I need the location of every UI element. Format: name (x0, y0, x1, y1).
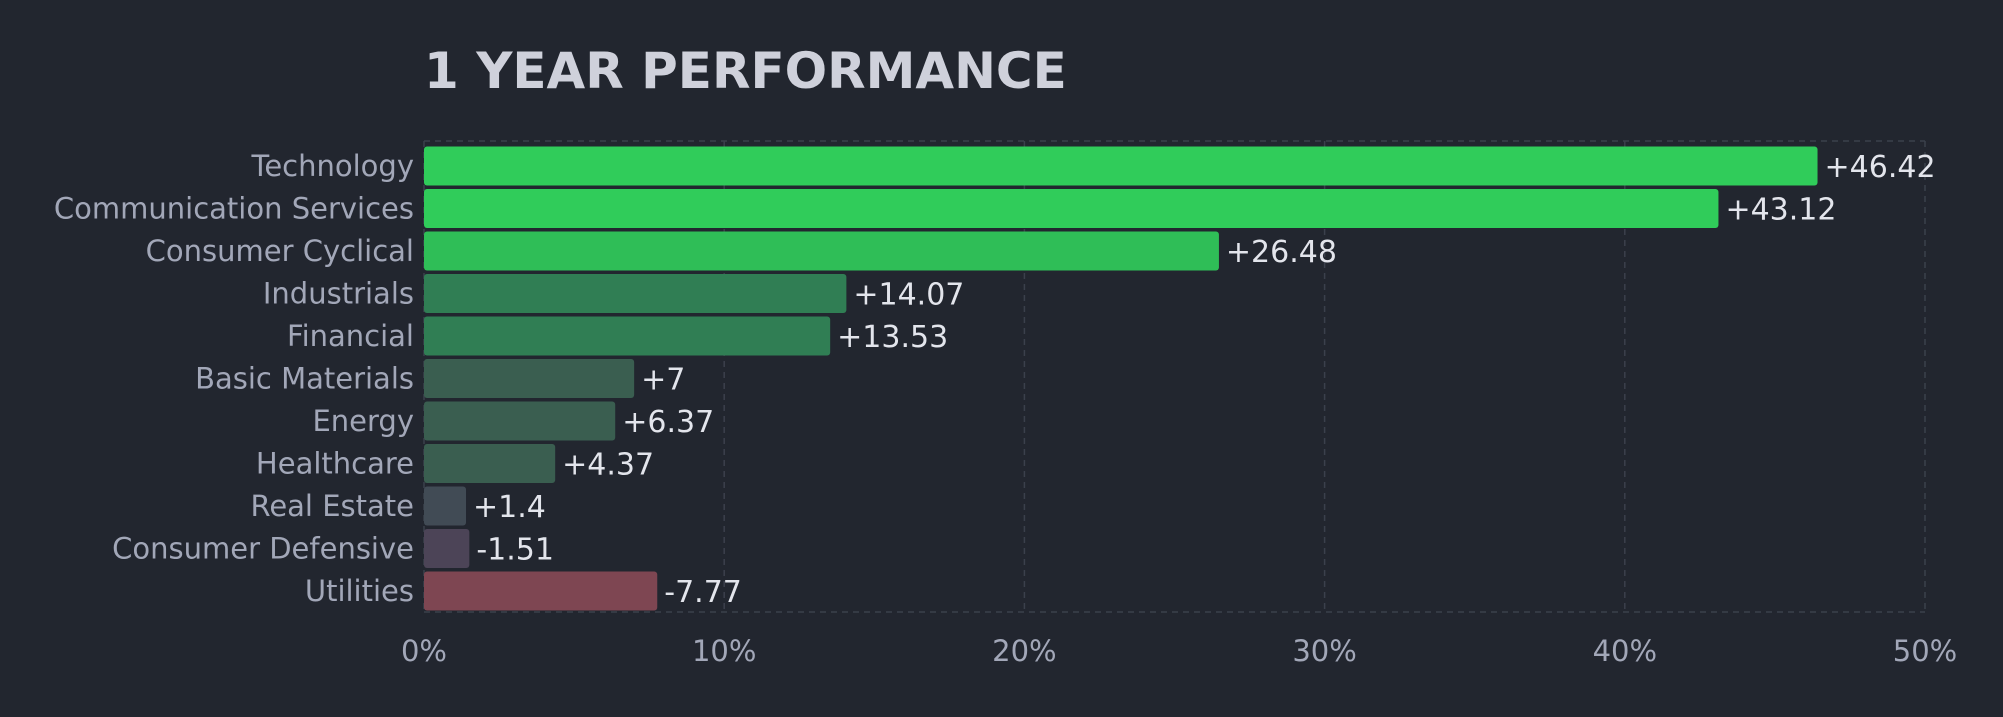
x-tick-label: 40% (1593, 634, 1657, 668)
category-label: Financial (287, 319, 414, 353)
category-label: Utilities (305, 574, 414, 608)
value-label: +26.48 (1226, 235, 1337, 270)
value-label: +43.12 (1725, 193, 1836, 228)
value-label: +6.37 (622, 405, 714, 440)
value-label: -1.51 (476, 533, 554, 568)
bar (424, 189, 1719, 228)
category-label: Consumer Defensive (112, 532, 414, 566)
bar (424, 316, 831, 356)
bar (424, 401, 616, 441)
bar (424, 529, 470, 568)
category-label: Technology (251, 149, 414, 183)
category-labels: Technology Communication Services Consumer… (54, 149, 414, 608)
value-label: -7.77 (664, 575, 742, 610)
category-label: Industrials (263, 277, 414, 311)
value-label: +46.42 (1825, 150, 1936, 185)
chart-title: 1 YEAR PERFORMANCE (424, 42, 1067, 100)
category-label: Energy (312, 404, 414, 438)
x-tick-label: 0% (401, 634, 447, 668)
bar (424, 486, 467, 526)
value-labels: +46.42 +43.12 +26.48 +14.07 +13.53 +7 +6.37 +4.… (473, 150, 1936, 610)
x-tick-label: 50% (1893, 634, 1957, 668)
category-label: Real Estate (250, 489, 414, 523)
bar (424, 444, 556, 483)
category-label: Healthcare (256, 447, 414, 481)
value-label: +14.07 (853, 278, 964, 313)
value-label: +4.37 (562, 448, 654, 483)
bar (424, 359, 635, 398)
bar (424, 274, 847, 313)
x-axis-ticks: 0% 10% 20% 30% 40% 50% (401, 634, 1957, 668)
bar (424, 571, 658, 611)
x-tick-label: 10% (692, 634, 756, 668)
category-label: Basic Materials (195, 362, 414, 396)
x-tick-label: 20% (992, 634, 1056, 668)
bar (424, 146, 1818, 186)
x-tick-label: 30% (1292, 634, 1356, 668)
bar (424, 231, 1219, 271)
value-label: +7 (641, 363, 685, 398)
bars (424, 146, 1818, 611)
value-label: +13.53 (837, 320, 948, 355)
value-label: +1.4 (473, 490, 546, 525)
category-label: Communication Services (54, 192, 414, 226)
category-label: Consumer Cyclical (146, 234, 414, 268)
